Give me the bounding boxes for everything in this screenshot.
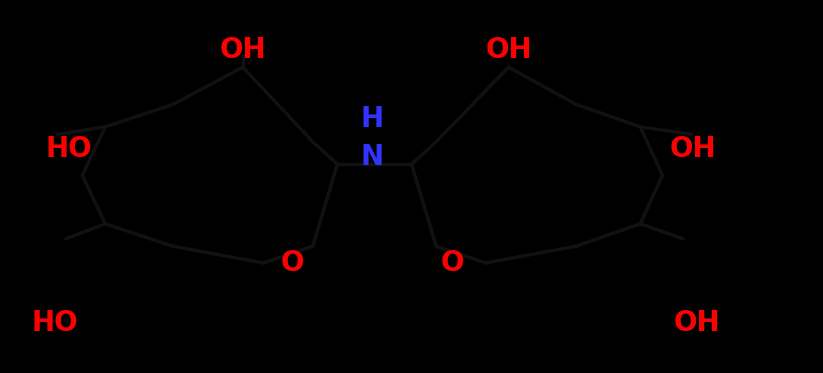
Text: N: N <box>360 142 384 171</box>
Text: H: H <box>360 105 384 134</box>
Text: OH: OH <box>486 36 532 65</box>
Text: OH: OH <box>673 308 720 337</box>
Text: HO: HO <box>31 308 78 337</box>
Text: O: O <box>441 249 464 277</box>
Text: OH: OH <box>669 135 716 163</box>
Text: OH: OH <box>220 36 266 65</box>
Text: HO: HO <box>45 135 92 163</box>
Text: O: O <box>281 249 304 277</box>
